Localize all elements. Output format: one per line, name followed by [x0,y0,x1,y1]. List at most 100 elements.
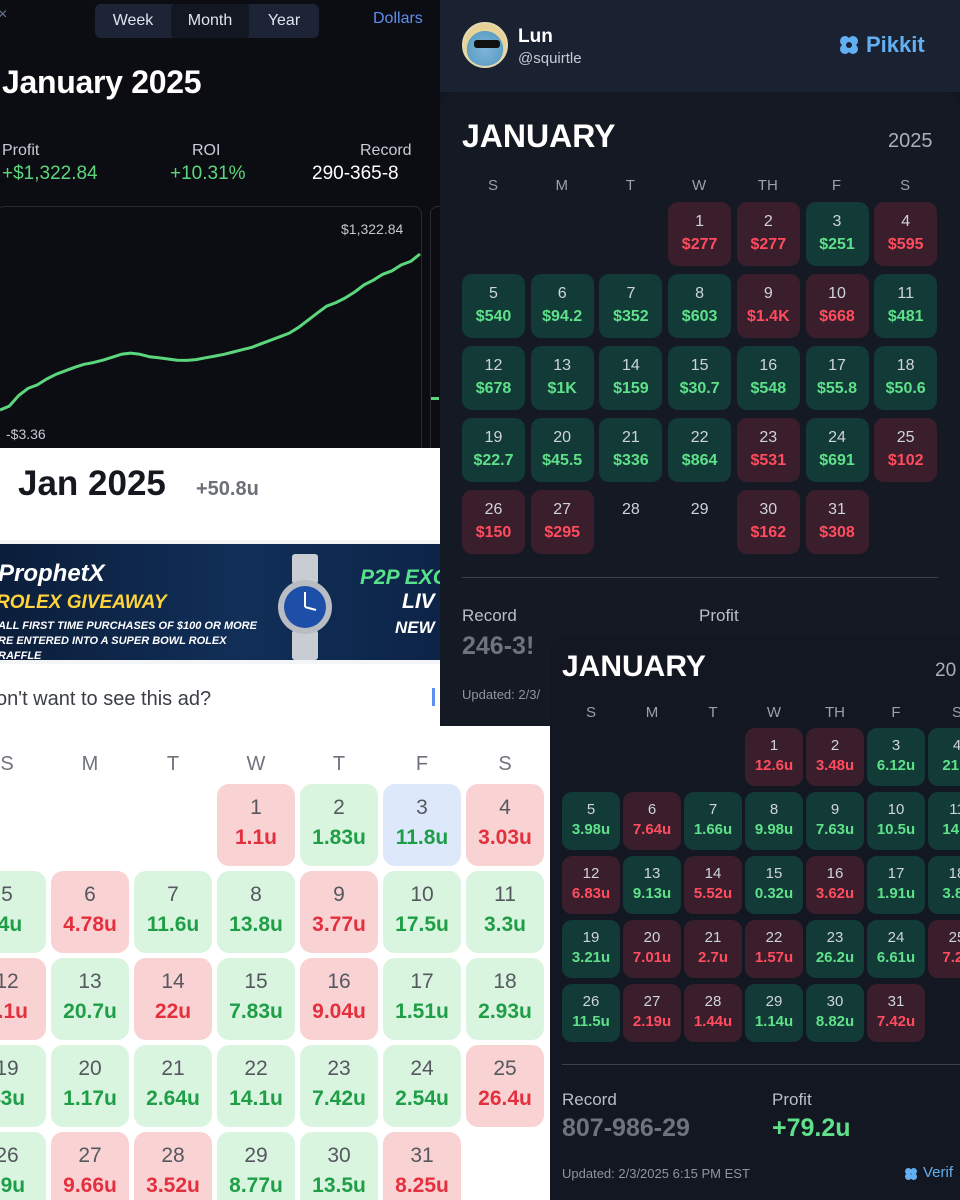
calendar-day-22[interactable]: 22 1.57u [745,920,803,978]
calendar-day-21[interactable]: 21 2.64u [134,1045,212,1127]
avatar[interactable] [462,22,508,68]
calendar-day-30[interactable]: 30 $162 [736,490,800,554]
calendar-day-9[interactable]: 9 3.77u [300,871,378,953]
ad-banner[interactable]: ProphetX ROLEX GIVEAWAY ALL FIRST TIME P… [0,540,440,664]
calendar-day-17[interactable]: 17 1.51u [383,958,461,1040]
calendar-day-9[interactable]: 9 7.63u [806,792,864,850]
calendar-day-4[interactable]: 4 3.03u [466,784,544,866]
calendar-day-22[interactable]: 22 $864 [668,418,732,482]
profit-line-chart[interactable] [0,206,440,448]
calendar-day-19[interactable]: 1943u [0,1045,46,1127]
close-icon[interactable]: × [0,6,8,23]
calendar-day-30[interactable]: 30 8.82u [806,984,864,1042]
calendar-day-26[interactable]: 26 11.5u [562,984,620,1042]
calendar-day-6[interactable]: 6 7.64u [623,792,681,850]
calendar-day-12[interactable]: 12 6.83u [562,856,620,914]
calendar-day-1[interactable]: 1 12.6u [745,728,803,786]
calendar-day-8[interactable]: 8 9.98u [745,792,803,850]
calendar-day-4[interactable]: 4 $595 [874,202,938,266]
calendar-day-8[interactable]: 8 $603 [668,274,732,338]
calendar-day-26[interactable]: 2659u [0,1132,46,1200]
tab-month[interactable]: Month [171,4,249,38]
calendar-day-29[interactable]: 29 [668,490,731,554]
calendar-day-15[interactable]: 15 $30.7 [668,346,732,410]
calendar-day-25[interactable]: 25 $102 [874,418,938,482]
hide-ad-link[interactable]: on't want to see this ad? [0,688,212,710]
calendar-day-3[interactable]: 3 11.8u [383,784,461,866]
tab-week[interactable]: Week [112,12,154,29]
calendar-day-27[interactable]: 27 2.19u [623,984,681,1042]
calendar-day-28[interactable]: 28 3.52u [134,1132,212,1200]
calendar-day-9[interactable]: 9 $1.4K [736,274,800,338]
calendar-day-7[interactable]: 7 $352 [599,274,663,338]
calendar-day-22[interactable]: 22 14.1u [217,1045,295,1127]
calendar-day-11[interactable]: 11 $481 [874,274,938,338]
calendar-day-28[interactable]: 28 [599,490,662,554]
calendar-day-29[interactable]: 29 1.14u [745,984,803,1042]
unit-selector[interactable]: Dollars [373,10,423,27]
calendar-day-17[interactable]: 17 $55.8 [805,346,869,410]
calendar-day-12[interactable]: 12 $678 [462,346,525,410]
calendar-day-23[interactable]: 23 26.2u [806,920,864,978]
calendar-day-10[interactable]: 10 $668 [805,274,869,338]
calendar-day-16[interactable]: 16 $548 [736,346,800,410]
calendar-day-15[interactable]: 15 7.83u [217,958,295,1040]
calendar-day-31[interactable]: 31 7.42u [867,984,925,1042]
calendar-day-14[interactable]: 14 $159 [599,346,663,410]
calendar-day-30[interactable]: 30 13.5u [300,1132,378,1200]
calendar-day-18[interactable]: 18 $50.6 [874,346,938,410]
calendar-day-23[interactable]: 23 7.42u [300,1045,378,1127]
calendar-day-4[interactable]: 421.7 [928,728,960,786]
calendar-day-31[interactable]: 31 8.25u [383,1132,461,1200]
tab-year[interactable]: Year [267,12,301,29]
calendar-day-13[interactable]: 13 $1K [530,346,594,410]
calendar-day-13[interactable]: 13 9.13u [623,856,681,914]
calendar-day-13[interactable]: 13 20.7u [51,958,129,1040]
calendar-day-31[interactable]: 31 $308 [805,490,869,554]
calendar-day-20[interactable]: 20 7.01u [623,920,681,978]
calendar-day-10[interactable]: 10 10.5u [867,792,925,850]
calendar-day-17[interactable]: 17 1.91u [867,856,925,914]
calendar-day-25[interactable]: 25 26.4u [466,1045,544,1127]
calendar-day-19[interactable]: 19 $22.7 [462,418,525,482]
calendar-day-27[interactable]: 27 9.66u [51,1132,129,1200]
calendar-day-12[interactable]: 12 9.1u [0,958,46,1040]
calendar-day-16[interactable]: 16 3.62u [806,856,864,914]
calendar-day-5[interactable]: 5 3.98u [562,792,620,850]
calendar-day-16[interactable]: 16 9.04u [300,958,378,1040]
calendar-day-2[interactable]: 2 $277 [736,202,800,266]
calendar-day-19[interactable]: 19 3.21u [562,920,620,978]
calendar-day-24[interactable]: 24 6.61u [867,920,925,978]
calendar-day-5[interactable]: 5.4u [0,871,46,953]
calendar-day-20[interactable]: 20 1.17u [51,1045,129,1127]
calendar-day-25[interactable]: 257.28 [928,920,960,978]
calendar-day-18[interactable]: 18 2.93u [466,958,544,1040]
calendar-day-11[interactable]: 11 14.2 [928,792,960,850]
calendar-day-24[interactable]: 24 $691 [805,418,869,482]
calendar-day-20[interactable]: 20 $45.5 [530,418,594,482]
calendar-day-18[interactable]: 183.84 [928,856,960,914]
calendar-day-14[interactable]: 14 22u [134,958,212,1040]
calendar-day-26[interactable]: 26 $150 [462,490,525,554]
calendar-day-3[interactable]: 3 6.12u [867,728,925,786]
calendar-day-15[interactable]: 15 0.32u [745,856,803,914]
calendar-day-5[interactable]: 5 $540 [462,274,525,338]
calendar-day-29[interactable]: 29 8.77u [217,1132,295,1200]
calendar-day-6[interactable]: 6 4.78u [51,871,129,953]
calendar-day-2[interactable]: 2 3.48u [806,728,864,786]
calendar-day-24[interactable]: 24 2.54u [383,1045,461,1127]
calendar-day-6[interactable]: 6 $94.2 [530,274,594,338]
calendar-day-21[interactable]: 21 $336 [599,418,663,482]
calendar-day-23[interactable]: 23 $531 [736,418,800,482]
calendar-day-11[interactable]: 11 3.3u [466,871,544,953]
calendar-day-28[interactable]: 28 1.44u [684,984,742,1042]
calendar-day-21[interactable]: 21 2.7u [684,920,742,978]
calendar-day-10[interactable]: 10 17.5u [383,871,461,953]
calendar-day-7[interactable]: 7 11.6u [134,871,212,953]
calendar-day-27[interactable]: 27 $295 [530,490,594,554]
calendar-day-1[interactable]: 1 $277 [668,202,732,266]
calendar-day-8[interactable]: 8 13.8u [217,871,295,953]
calendar-day-3[interactable]: 3 $251 [805,202,869,266]
calendar-day-2[interactable]: 2 1.83u [300,784,378,866]
calendar-day-7[interactable]: 7 1.66u [684,792,742,850]
